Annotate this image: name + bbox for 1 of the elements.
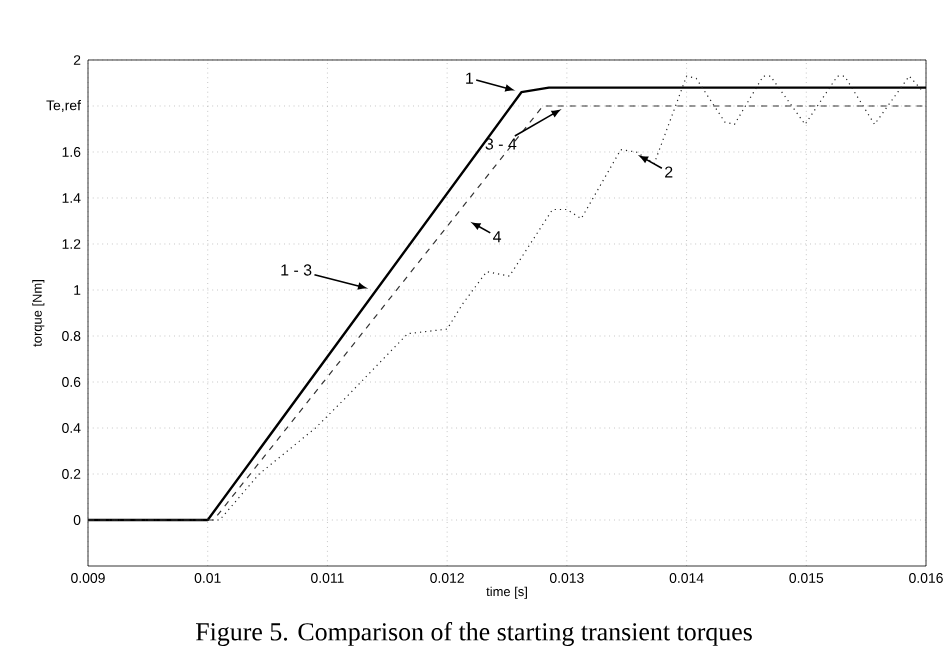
caption: Figure 5. Comparison of the starting transient torques: [195, 622, 752, 646]
